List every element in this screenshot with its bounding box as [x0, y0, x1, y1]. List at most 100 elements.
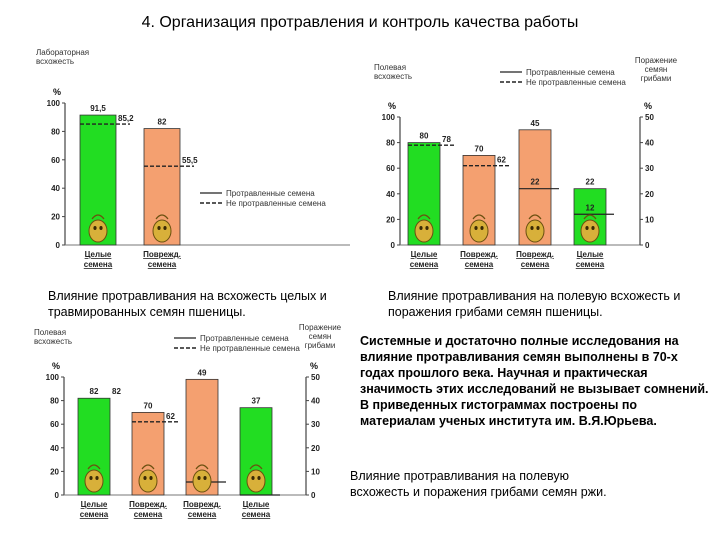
y-tick-label: 0: [55, 491, 60, 500]
x-category-label: семена: [521, 260, 550, 269]
caption-chart2: Влияние протравливания на полевую всхоже…: [388, 289, 681, 319]
y2-axis-unit: %: [310, 361, 318, 371]
untreated-value-label: 62: [497, 156, 506, 165]
x-category-label: Поврежд.: [143, 250, 181, 259]
y-axis-title: всхожесть: [374, 72, 412, 81]
seed-figure-eye-icon: [203, 476, 207, 480]
bar-value-label: 70: [475, 144, 484, 153]
x-category-label: семена: [134, 510, 163, 519]
y-tick-label: 80: [50, 397, 59, 406]
seed-figure-icon: [414, 219, 434, 243]
y2-axis-title: семян: [309, 332, 332, 341]
y2-axis-title: семян: [645, 65, 668, 74]
y-tick-label: 100: [382, 113, 396, 122]
y-tick-label: 80: [51, 127, 60, 136]
seed-figure-icon: [84, 469, 104, 493]
x-category-label: семена: [410, 260, 439, 269]
y-axis-unit: %: [52, 361, 60, 371]
seed-figure-eye-icon: [536, 226, 540, 230]
x-category-label: семена: [576, 260, 605, 269]
description-paragraph: Системные и достаточно полные исследован…: [360, 334, 709, 428]
seed-figure-eye-icon: [251, 476, 255, 480]
y-axis-unit: %: [53, 87, 61, 97]
x-category-label: Поврежд.: [129, 500, 167, 509]
seed-figure-icon: [525, 219, 545, 243]
x-category-label: Целые: [243, 500, 270, 509]
legend-treated-label: Протравленные семена: [226, 189, 315, 198]
x-category-label: Поврежд.: [460, 250, 498, 259]
y-axis-unit: %: [388, 101, 396, 111]
y-tick-label: 0: [56, 241, 61, 250]
y-axis-title: всхожесть: [34, 337, 72, 346]
seed-figure-eye-icon: [163, 226, 167, 230]
seed-figure-eye-icon: [89, 476, 93, 480]
y-tick-label: 60: [386, 164, 395, 173]
y-tick-label: 40: [50, 444, 59, 453]
seed-figure-icon: [152, 219, 172, 243]
y-axis-title: Полевая: [374, 63, 406, 72]
seed-figure-icon: [580, 219, 600, 243]
x-category-label: Поврежд.: [516, 250, 554, 259]
seed-figure-eye-icon: [425, 226, 429, 230]
x-category-label: семена: [188, 510, 217, 519]
seed-figure-sprout-icon: [87, 464, 101, 470]
seed-figure-eye-icon: [530, 226, 534, 230]
y2-tick-label: 20: [645, 190, 654, 199]
seed-figure-eye-icon: [143, 476, 147, 480]
page-title: 4. Организация протравления и контроль к…: [141, 14, 579, 31]
seed-figure-eye-icon: [591, 226, 595, 230]
seed-figure-eye-icon: [99, 226, 103, 230]
seed-figure-sprout-icon: [583, 214, 597, 220]
y-tick-label: 80: [386, 139, 395, 148]
seed-figure-eye-icon: [157, 226, 161, 230]
bar-value-label: 22: [586, 178, 595, 187]
y2-tick-label: 0: [311, 491, 316, 500]
y-tick-label: 60: [51, 156, 60, 165]
y2-axis-title: Поражение: [299, 323, 342, 332]
legend-treated-label: Протравленные семена: [526, 68, 615, 77]
x-category-label: семена: [242, 510, 271, 519]
legend-untreated-label: Не протравленные семена: [526, 78, 626, 87]
y-tick-label: 60: [50, 420, 59, 429]
seed-figure-eye-icon: [93, 226, 97, 230]
y2-tick-label: 10: [311, 467, 320, 476]
y-tick-label: 40: [386, 190, 395, 199]
seed-figure-icon: [246, 469, 266, 493]
seed-figure-eye-icon: [474, 226, 478, 230]
x-category-label: Поврежд.: [183, 500, 221, 509]
bar-value-label: 70: [144, 401, 153, 410]
x-category-label: семена: [465, 260, 494, 269]
seed-figure-icon: [138, 469, 158, 493]
seed-figure-icon: [469, 219, 489, 243]
y2-axis-unit: %: [644, 101, 652, 111]
seed-figure-eye-icon: [585, 226, 589, 230]
untreated-value-label: 62: [166, 412, 175, 421]
bar-value-label: 80: [420, 132, 429, 141]
untreated-value-label: 85,2: [118, 114, 134, 123]
bar-value-label: 82: [158, 118, 167, 127]
seed-figure-sprout-icon: [141, 464, 155, 470]
x-category-label: Целые: [411, 250, 438, 259]
seed-figure-sprout-icon: [472, 214, 486, 220]
treated-value-label: 22: [531, 178, 540, 187]
y-tick-label: 0: [391, 241, 396, 250]
y2-tick-label: 0: [645, 241, 650, 250]
x-category-label: семена: [80, 510, 109, 519]
x-category-label: Целые: [81, 500, 108, 509]
legend-treated-label: Протравленные семена: [200, 334, 289, 343]
y2-tick-label: 40: [645, 139, 654, 148]
seed-figure-icon: [88, 219, 108, 243]
y-tick-label: 100: [47, 99, 61, 108]
bar-value-label: 49: [198, 368, 207, 377]
x-category-label: семена: [84, 260, 113, 269]
y2-tick-label: 40: [311, 397, 320, 406]
caption-chart3: Влияние протравливания на полевую всхоже…: [350, 469, 607, 499]
seed-figure-eye-icon: [95, 476, 99, 480]
y2-tick-label: 50: [645, 113, 654, 122]
y-tick-label: 40: [51, 184, 60, 193]
seed-figure-sprout-icon: [528, 214, 542, 220]
y2-tick-label: 30: [311, 420, 320, 429]
bar: [407, 142, 441, 246]
